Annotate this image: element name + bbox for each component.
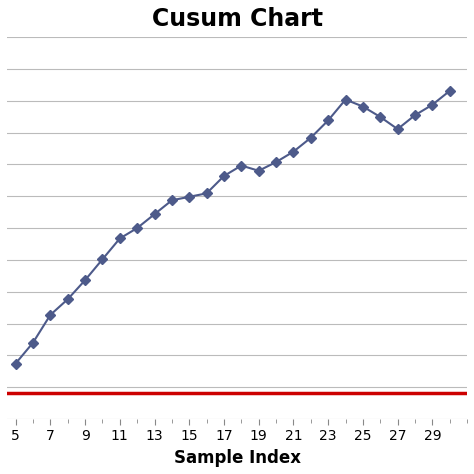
X-axis label: Sample Index: Sample Index: [173, 449, 301, 467]
Title: Cusum Chart: Cusum Chart: [152, 7, 322, 31]
